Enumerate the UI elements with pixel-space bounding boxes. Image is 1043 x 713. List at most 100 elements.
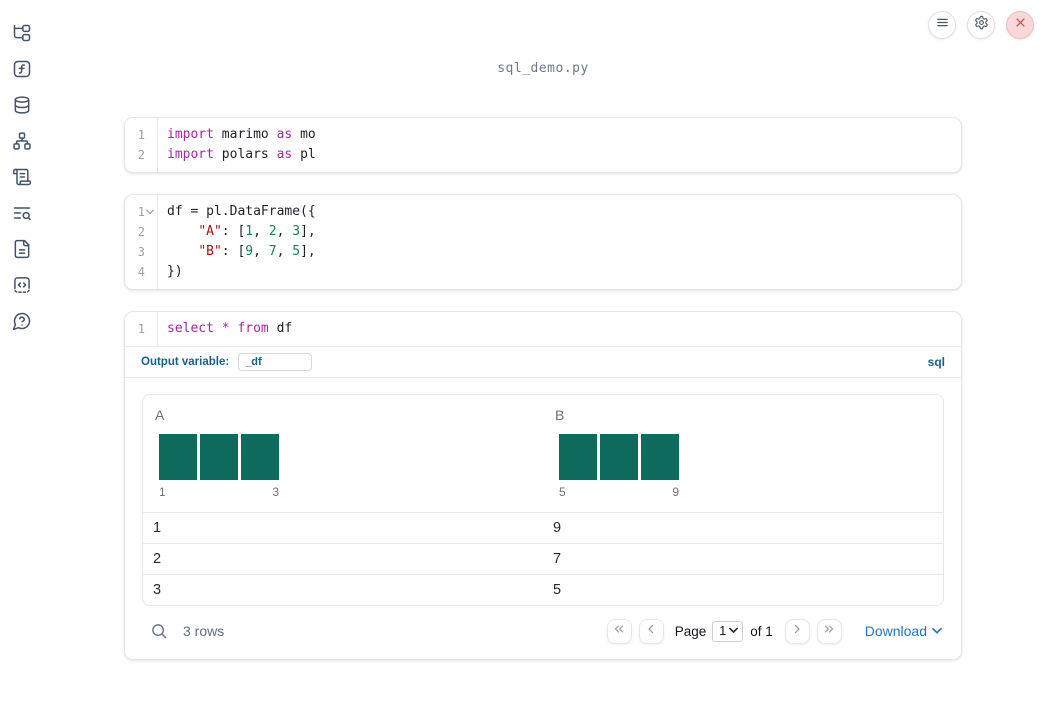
- last-page-button[interactable]: [816, 618, 842, 644]
- histogram-bar: [559, 434, 597, 480]
- prev-page-button[interactable]: [638, 618, 664, 644]
- line-number: 4: [137, 265, 145, 279]
- line-number: 1: [137, 322, 145, 336]
- chevron-down-icon: [729, 624, 739, 638]
- code-line[interactable]: select * from df: [167, 321, 293, 336]
- first-page-button[interactable]: [606, 618, 632, 644]
- notebook-menu-button[interactable]: [928, 11, 956, 39]
- code-line[interactable]: "A": [1, 2, 3],: [198, 224, 316, 239]
- line-number: 2: [137, 225, 145, 239]
- column-name: B: [555, 407, 565, 423]
- histogram-bar: [200, 434, 238, 480]
- line-number: 2: [137, 148, 145, 162]
- download-label: Download: [864, 623, 927, 639]
- page-select[interactable]: 1: [712, 620, 744, 642]
- notebook-filename[interactable]: sql_demo.py: [497, 61, 589, 76]
- sidebar-item-tracebacks[interactable]: [12, 167, 32, 187]
- next-page-button[interactable]: [784, 618, 810, 644]
- code-line[interactable]: import marimo as mo: [167, 127, 316, 142]
- chevron-down-icon: [932, 623, 942, 639]
- file-text-icon: [12, 239, 32, 259]
- code-line[interactable]: df = pl.DataFrame({: [167, 204, 316, 219]
- code-snippet-icon: [12, 275, 32, 295]
- close-icon: [1013, 15, 1028, 35]
- settings-button[interactable]: [967, 11, 995, 39]
- network-icon: [12, 131, 32, 151]
- text-search-icon: [12, 203, 32, 223]
- page-of-label: of 1: [750, 623, 773, 639]
- table-cell: 5: [553, 582, 562, 598]
- sql-cell-meta-row: Output variable: _df sql: [125, 346, 961, 377]
- sidebar-item-logs[interactable]: [12, 203, 32, 223]
- table-cell: 2: [153, 551, 162, 567]
- table-cell: 3: [153, 582, 162, 598]
- fold-chevron-down-icon[interactable]: [145, 207, 155, 217]
- search-icon[interactable]: [150, 622, 168, 640]
- output-variable-label: Output variable:: [141, 356, 230, 368]
- line-number: 1: [125, 202, 157, 222]
- sidebar-item-file-explorer[interactable]: [12, 23, 32, 43]
- histogram-bar: [641, 434, 679, 480]
- help-circle-icon: [12, 311, 32, 331]
- sidebar-item-help[interactable]: [12, 311, 32, 331]
- table-footer: 3 rows Page 1 of 1: [142, 617, 944, 645]
- page-select-value: 1: [719, 624, 727, 638]
- sidebar-item-dependency-graph[interactable]: [12, 131, 32, 151]
- file-tree-icon: [12, 23, 32, 43]
- row-count-label: 3 rows: [183, 623, 225, 639]
- code-editor-sql[interactable]: 1 select * from df: [125, 312, 961, 346]
- menu-icon: [935, 15, 950, 35]
- sidebar-item-snippets[interactable]: [12, 275, 32, 295]
- line-number-gutter: 1: [125, 312, 158, 346]
- table-cell: 9: [553, 520, 562, 536]
- chevrons-left-icon: [612, 622, 626, 641]
- code-editor-dataframe[interactable]: 1 2 3 4 df = pl.DataFrame({ "A": [1, 2, 3],…: [125, 195, 961, 289]
- code-line[interactable]: import polars as pl: [167, 147, 316, 162]
- function-square-icon: [12, 59, 32, 79]
- code-line[interactable]: "B": [9, 7, 5],: [198, 244, 316, 259]
- settings-icon: [974, 15, 989, 35]
- sql-language-badge: sql: [927, 355, 945, 369]
- header-buttons: [928, 11, 1034, 39]
- histogram-bar: [600, 434, 638, 480]
- line-number: 3: [137, 245, 145, 259]
- download-button[interactable]: Download: [865, 623, 942, 639]
- histogram-bar: [159, 434, 197, 480]
- chevrons-right-icon: [822, 622, 836, 641]
- code-line[interactable]: }): [167, 264, 183, 279]
- database-icon: [12, 95, 32, 115]
- scroll-text-icon: [12, 167, 32, 187]
- code-lines: select * from df: [158, 312, 961, 346]
- sidebar-item-data-sources[interactable]: [12, 95, 32, 115]
- output-variable-input[interactable]: _df: [238, 353, 313, 371]
- sidebar-item-documentation[interactable]: [12, 239, 32, 259]
- code-lines: import marimo as mo import polars as pl: [158, 118, 961, 172]
- histogram-bar: [241, 434, 279, 480]
- page-label: Page: [674, 623, 707, 639]
- shutdown-button[interactable]: [1006, 11, 1034, 39]
- code-lines: df = pl.DataFrame({ "A": [1, 2, 3], "B":…: [158, 195, 961, 289]
- sidebar-panel-rail: [0, 0, 44, 713]
- pagination-controls: Page 1 of 1 Download: [606, 618, 944, 644]
- code-cell-dataframe: 1 2 3 4 df = pl.DataFrame({ "A": [1, 2, 3],…: [124, 194, 962, 290]
- column-name: A: [155, 407, 165, 423]
- sidebar-item-variables[interactable]: [12, 59, 32, 79]
- table-cell: 7: [553, 551, 562, 567]
- sql-cell: 1 select * from df Output variable: _df …: [124, 311, 962, 660]
- chevron-left-icon: [644, 622, 658, 641]
